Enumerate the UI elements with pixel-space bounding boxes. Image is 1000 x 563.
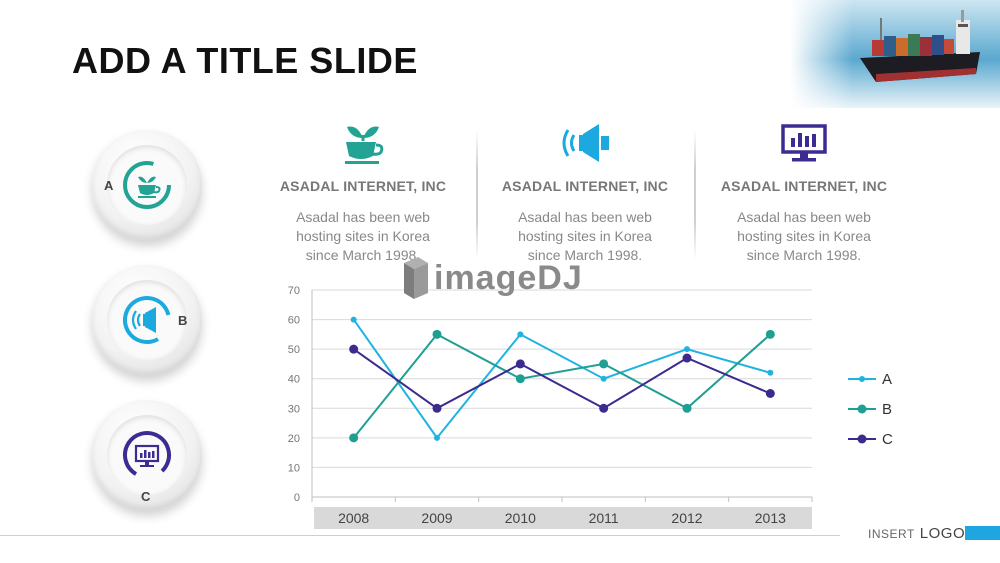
data-point-b <box>515 374 525 384</box>
data-point-c <box>599 403 609 413</box>
data-point-c <box>515 359 525 369</box>
x-tick-label: 2011 <box>589 510 619 526</box>
x-tick-label: 2010 <box>505 510 536 526</box>
series-line-b <box>352 333 771 439</box>
badge-c: C <box>92 400 202 510</box>
column-divider <box>476 130 478 260</box>
badge-letter-a: A <box>104 178 114 193</box>
ship-photo <box>790 0 1000 108</box>
y-tick-label: 40 <box>288 374 300 386</box>
legend-label: B <box>882 400 893 418</box>
data-point-b <box>765 329 775 339</box>
data-point-a <box>350 316 357 323</box>
footer-logo: INSERT LOGO <box>868 525 965 542</box>
data-point-b <box>349 433 359 443</box>
data-point-c <box>765 389 775 398</box>
watermark-cube-icon <box>404 257 428 299</box>
series-line-a <box>352 318 771 440</box>
cup-icon <box>345 126 384 164</box>
info-body: Asadal has been web hosting sites in Kor… <box>737 209 871 263</box>
watermark: imageDJ <box>400 255 583 301</box>
line-chart: 0 10 20 30 40 50 60 70 2008 2009 2010 2011 2012 2013 <box>288 285 813 529</box>
data-point-a <box>434 434 440 441</box>
legend-item-c: C <box>848 424 893 454</box>
speaker-icon <box>123 296 172 344</box>
footer-accent-bar <box>965 526 1000 540</box>
badge-a: A <box>92 130 202 240</box>
info-body: Asadal has been web hosting sites in Kor… <box>518 209 652 263</box>
data-point-a <box>767 369 774 376</box>
y-tick-label: 0 <box>294 492 300 504</box>
info-heading: ASADAL INTERNET, INC <box>279 178 447 194</box>
info-column-1: ASADAL INTERNET, INC Asadal has been web… <box>258 118 468 265</box>
y-tick-label: 50 <box>288 344 300 356</box>
info-column-2: ASADAL INTERNET, INC Asadal has been web… <box>480 118 690 265</box>
speaker-icon <box>562 124 609 162</box>
x-tick-label: 2009 <box>421 510 452 526</box>
legend-label: C <box>882 430 893 448</box>
legend-item-a: A <box>848 364 893 394</box>
slide-title: ADD A TITLE SLIDE <box>72 40 418 81</box>
cup-icon <box>123 161 171 209</box>
data-point-b <box>599 359 609 369</box>
y-tick-label: 60 <box>288 315 300 327</box>
data-point-c <box>349 344 359 354</box>
info-body: Asadal has been web hosting sites in Kor… <box>296 209 430 263</box>
logo-insert-text: INSERT <box>868 527 915 541</box>
series-line-c <box>353 348 771 410</box>
data-point-c <box>432 403 442 413</box>
x-tick-label: 2008 <box>338 510 369 526</box>
y-tick-label: 10 <box>288 462 300 474</box>
legend-swatch <box>848 404 876 414</box>
info-column-3: ASADAL INTERNET, INC Asadal has been web… <box>699 118 909 265</box>
data-point-a <box>684 346 690 353</box>
legend-item-b: B <box>848 394 893 424</box>
data-point-c <box>682 353 692 363</box>
data-point-a <box>600 375 607 382</box>
info-heading: ASADAL INTERNET, INC <box>501 178 669 194</box>
info-heading: ASADAL INTERNET, INC <box>720 178 888 194</box>
badge-letter-c: C <box>141 489 151 504</box>
column-divider <box>694 130 696 260</box>
legend-label: A <box>882 370 893 388</box>
y-tick-label: 70 <box>288 285 300 297</box>
x-category-band <box>314 507 812 529</box>
legend-swatch <box>848 434 876 444</box>
badge-b: B <box>92 265 202 375</box>
footer-divider <box>0 535 840 536</box>
x-tick-label: 2013 <box>755 510 786 526</box>
logo-text: LOGO <box>919 525 966 542</box>
badge-letter-b: B <box>178 313 188 328</box>
legend-swatch <box>848 376 876 382</box>
y-tick-label: 20 <box>288 433 300 445</box>
y-tick-label: 30 <box>288 403 300 415</box>
data-point-a <box>517 331 524 338</box>
watermark-text: imageDJ <box>434 258 583 297</box>
monitor-icon <box>781 124 827 162</box>
x-tick-label: 2012 <box>671 510 702 526</box>
data-point-b <box>432 329 442 339</box>
data-point-b <box>682 403 692 413</box>
monitor-icon <box>123 431 171 479</box>
